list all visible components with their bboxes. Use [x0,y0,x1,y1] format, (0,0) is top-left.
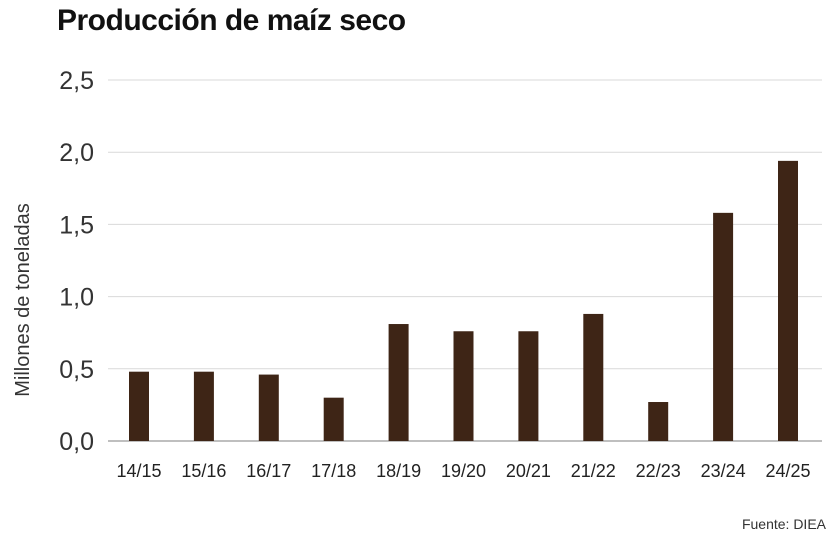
x-tick-label: 20/21 [506,461,551,481]
chart-title: Producción de maíz seco [57,4,406,37]
bars [129,160,798,441]
y-tick-label: 1,0 [59,284,94,312]
bar-21-22 [583,313,604,441]
source-note: Fuente: DIEA [741,516,826,532]
x-tick-label: 14/15 [116,461,161,481]
bar-18-19 [388,324,409,441]
bar-19-20 [453,331,474,441]
x-tick-label: 15/16 [181,461,226,481]
x-tick-label: 17/18 [311,461,356,481]
bar-20-21 [518,331,539,441]
y-axis-label: Millones de toneladas [12,203,34,396]
bar-14-15 [129,371,149,441]
x-tick-label: 16/17 [246,461,291,481]
x-tick-label: 23/24 [701,461,746,481]
bar-22-23 [648,402,669,441]
y-tick-label: 2,0 [59,139,94,167]
x-axis-ticks: 14/15 15/16 16/17 17/18 18/19 19/20 20/21 21/22… [116,461,810,481]
bar-16-17 [258,374,279,441]
y-tick-label: 0,5 [59,356,94,384]
bar-24-25 [778,160,798,441]
x-tick-label: 24/25 [765,461,810,481]
bar-15-16 [193,371,214,441]
x-tick-label: 18/19 [376,461,421,481]
y-axis-ticks: 0,0 0,5 1,0 1,5 2,0 2,5 [59,67,94,456]
y-tick-label: 0,0 [59,428,94,456]
y-tick-label: 2,5 [59,67,94,95]
x-tick-label: 19/20 [441,461,486,481]
bar-23-24 [713,212,734,441]
y-tick-label: 1,5 [59,211,94,239]
bar-17-18 [323,397,344,441]
x-tick-label: 22/23 [636,461,681,481]
x-tick-label: 21/22 [571,461,616,481]
